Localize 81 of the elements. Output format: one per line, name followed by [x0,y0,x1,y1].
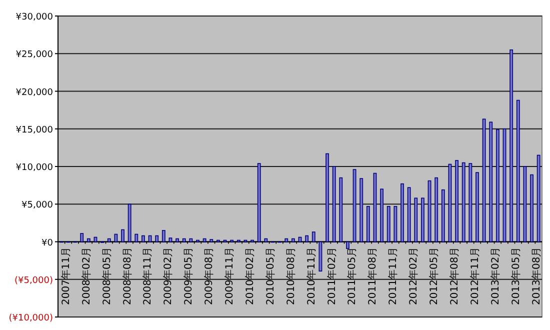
bar [155,235,159,242]
bar [386,206,390,242]
x-tick-label: 2010年08月 [284,246,297,305]
bar [346,241,350,249]
y-tick-label: ¥0 [42,238,54,248]
x-tick-label: 2013年02月 [489,246,502,305]
x-tick-label: 2011年02月 [326,246,338,305]
bar [380,188,384,242]
y-tick-label: ¥30,000 [16,12,54,22]
x-tick-label: 2009年11月 [224,246,236,305]
bar [326,153,329,242]
bar [489,122,493,242]
bar [202,238,206,242]
x-tick-label: 2012年08月 [448,246,460,305]
bar [142,235,145,242]
bar [394,206,398,242]
x-tick-label: 2013年05月 [510,246,522,305]
bar [162,230,166,242]
bar [168,238,172,242]
x-tick-label: 2010年05月 [264,246,276,305]
x-tick-label: 2009年05月 [182,246,195,305]
x-tick-label: 2010年02月 [244,246,256,305]
bar [189,238,193,242]
bar [182,238,186,242]
x-tick-label: 2008年11月 [142,246,154,305]
y-tick-label: ¥10,000 [16,163,54,173]
bar [107,238,111,242]
bar [414,198,418,242]
bar [510,49,514,242]
bar [284,238,288,242]
bar [407,187,411,242]
bar [476,172,479,242]
bar [257,163,261,242]
bar [80,233,84,242]
bar [400,183,404,242]
bar [305,235,309,242]
bar [536,154,540,242]
bar [496,129,500,242]
bar [114,234,118,242]
bar [86,238,90,242]
x-tick-label: 2010年11月 [305,246,318,305]
y-tick-label: ¥15,000 [16,125,54,136]
x-tick-label: 2011年05月 [346,246,358,305]
bar [482,118,486,242]
bar [291,238,295,242]
bar [468,163,472,242]
x-tick-label: 2008年02月 [80,246,92,305]
bar [332,166,336,242]
bar [264,238,268,242]
bar [312,232,316,242]
bar [134,234,138,242]
y-tick-label: ¥20,000 [16,88,54,98]
y-tick-label: (¥10,000) [8,314,53,324]
bar [441,189,445,242]
x-tick-label: 2013年08月 [530,246,542,305]
x-tick-label: 2008年05月 [100,246,113,305]
bar [462,162,466,242]
bar [530,174,534,242]
x-tick-label: 2012年05月 [428,246,440,305]
y-tick-label: (¥5,000) [14,276,53,286]
bar [128,204,132,242]
bar [339,177,343,242]
bar [366,206,370,242]
x-tick-label: 2012年11月 [468,246,481,305]
x-tick-label: 2008年08月 [121,246,134,305]
bar [421,198,424,242]
x-tick-label: 2011年08月 [366,246,379,305]
x-tick-label: 2009年08月 [203,246,216,305]
x-tick-label: 2009年02月 [162,246,174,305]
x-tick-label: 2007年11月 [60,246,72,305]
bar [210,239,214,242]
bar [516,100,520,242]
bar [176,238,179,242]
x-tick-label: 2012年02月 [408,246,420,305]
bar [360,178,364,242]
bar [434,177,438,242]
x-tick-label: 2011年11月 [387,246,400,305]
bar [121,229,124,242]
y-tick-label: ¥5,000 [22,200,54,211]
y-tick-label: ¥25,000 [16,50,54,60]
bar [455,160,458,242]
